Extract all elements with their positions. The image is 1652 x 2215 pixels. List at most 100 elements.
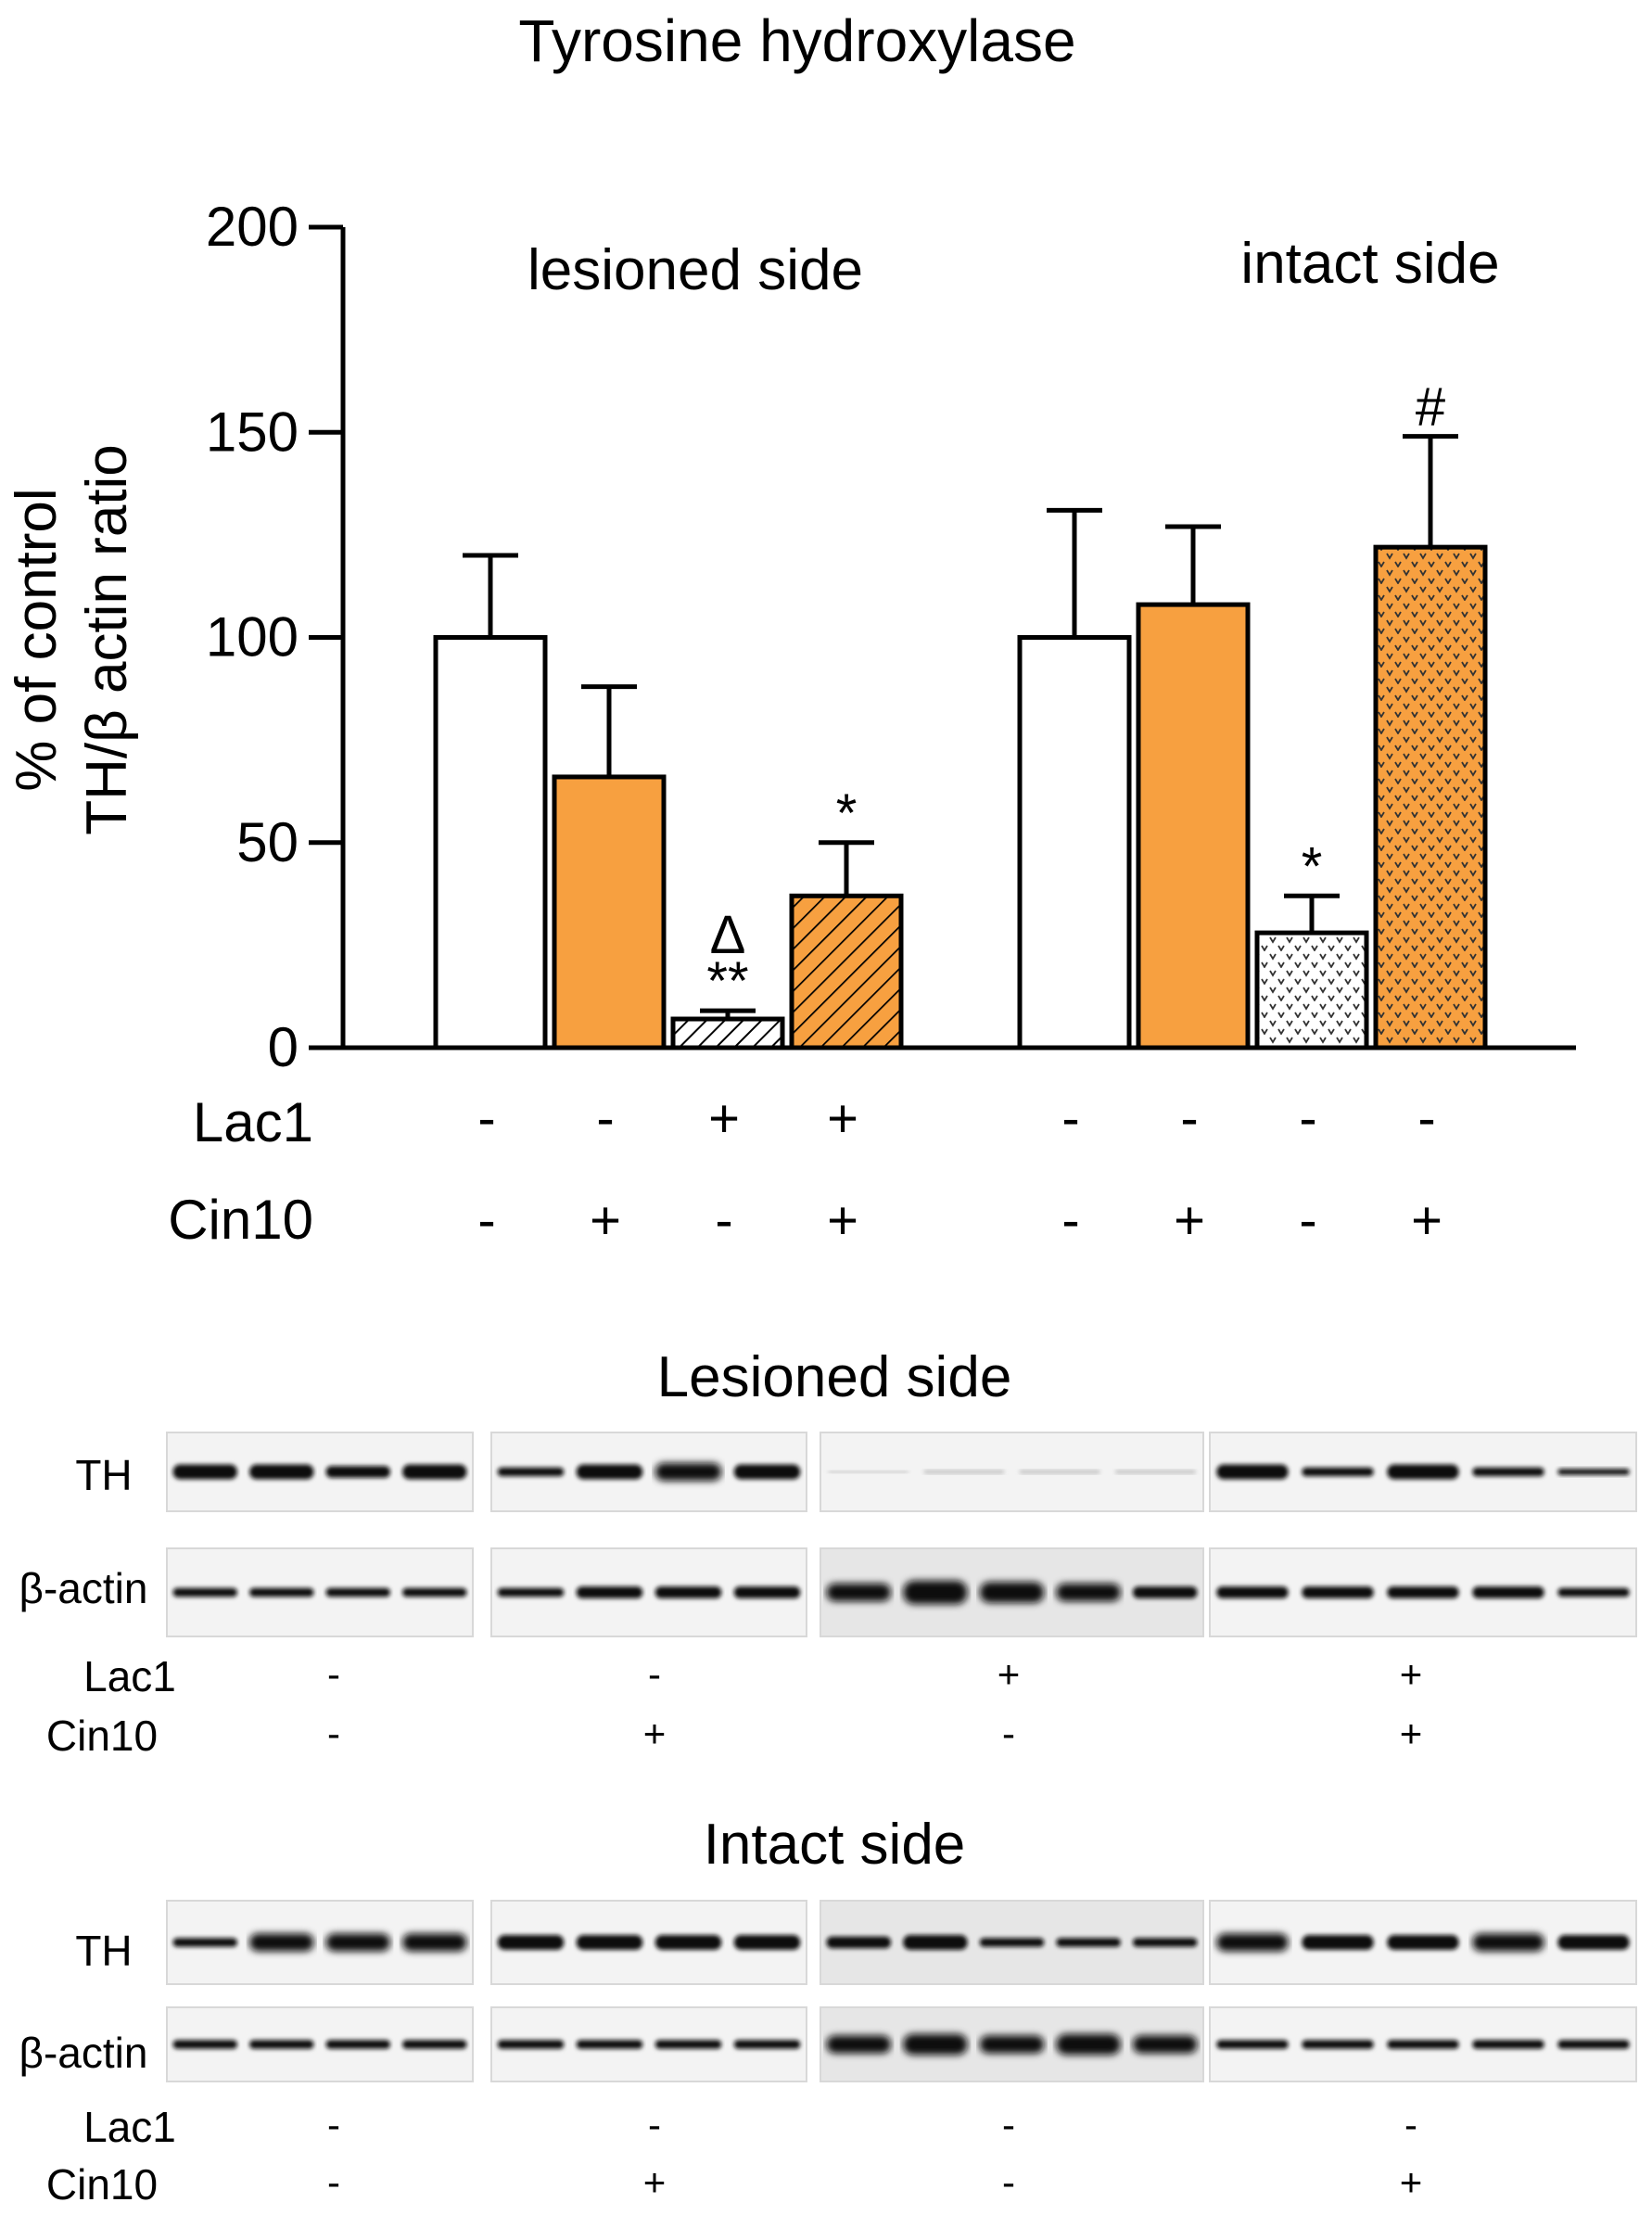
blot-band xyxy=(1115,1470,1196,1474)
blot-band xyxy=(979,2035,1045,2054)
blot-band xyxy=(654,1462,722,1482)
blot-band xyxy=(249,2040,314,2049)
blot-row-label: TH xyxy=(75,1927,132,1975)
blot-band xyxy=(1216,1586,1289,1598)
group-label-intact: intact side xyxy=(1240,232,1499,296)
blot-band xyxy=(1302,1935,1374,1950)
bar xyxy=(433,635,548,1050)
blot-band xyxy=(325,1587,390,1598)
blot-band xyxy=(1472,1586,1544,1598)
blot-band xyxy=(1056,1583,1121,1602)
blot-lac1-sign: - xyxy=(327,1652,340,1696)
y-tick-label: 100 xyxy=(206,606,299,668)
cin10-sign: - xyxy=(715,1190,732,1251)
y-tick-label: 50 xyxy=(236,811,299,873)
blot-band xyxy=(1216,1933,1289,1952)
blot-band xyxy=(1133,1938,1198,1947)
lac1-sign: - xyxy=(1180,1088,1198,1149)
blot-band xyxy=(576,1464,643,1480)
cin10-sign: + xyxy=(827,1190,858,1251)
blot-band xyxy=(826,1583,891,1602)
blot-cin10-sign: + xyxy=(643,1712,667,1755)
cin10-sign: + xyxy=(590,1190,621,1251)
blot-cin10-sign: - xyxy=(327,1712,340,1755)
blot-band xyxy=(325,1933,390,1952)
blot-band xyxy=(172,2040,237,2049)
blot-band xyxy=(1387,1586,1459,1598)
blot-band xyxy=(1472,1933,1544,1952)
significance-mark: # xyxy=(1416,377,1445,438)
blot-band xyxy=(1019,1470,1100,1474)
blot-band xyxy=(654,1586,722,1598)
blot-band xyxy=(402,2040,467,2049)
blot-cin10-sign: - xyxy=(1002,2160,1015,2204)
bar xyxy=(1017,635,1132,1050)
blot-band xyxy=(1216,1464,1289,1480)
cin10-sign: - xyxy=(1299,1190,1316,1251)
blot-lac1-sign: + xyxy=(1400,1652,1423,1696)
bar xyxy=(670,1016,785,1050)
group-label-lesioned: lesioned side xyxy=(527,238,863,302)
blot-cin10-label: Cin10 xyxy=(46,1712,158,1760)
blot-band xyxy=(325,1466,390,1478)
row-label-cin10: Cin10 xyxy=(168,1189,313,1251)
blot-lac1-sign: - xyxy=(648,1652,661,1696)
blot-band xyxy=(654,2040,722,2049)
lac1-sign: + xyxy=(708,1088,740,1149)
significance-mark: ** xyxy=(706,951,748,1012)
blot-band xyxy=(576,2040,643,2049)
lac1-sign: - xyxy=(477,1088,495,1149)
blot-band xyxy=(172,1464,237,1480)
blot-band xyxy=(497,1467,565,1477)
blot-band xyxy=(826,1936,891,1949)
blot-band xyxy=(979,1938,1045,1947)
blot-band xyxy=(733,2040,801,2049)
chart-title: Tyrosine hydroxylase xyxy=(518,7,1075,74)
blot-band xyxy=(903,1935,968,1950)
blot-band xyxy=(325,2040,390,2049)
blot-lac1-label: Lac1 xyxy=(83,1652,176,1700)
bar xyxy=(552,774,667,1050)
blot-band xyxy=(1557,1935,1630,1950)
blot-title: Intact side xyxy=(704,1813,966,1877)
blot-row-label: TH xyxy=(75,1451,132,1499)
blot-band xyxy=(576,1586,643,1598)
blot-lac1-sign: - xyxy=(327,2103,340,2146)
cin10-sign: + xyxy=(1411,1190,1442,1251)
significance-mark: * xyxy=(836,783,858,844)
bar xyxy=(789,893,904,1050)
blot-band xyxy=(1133,2035,1198,2054)
blot-band xyxy=(1557,1587,1630,1598)
western-blots: Lesioned side TH β-actin Lac1 Cin10 - - + + - + - + I… xyxy=(19,1345,1637,2209)
lac1-sign: - xyxy=(1299,1088,1316,1149)
blot-lac1-sign: - xyxy=(648,2103,661,2146)
blot-band xyxy=(903,2033,968,2056)
blot-band xyxy=(576,1935,643,1950)
row-label-lac1: Lac1 xyxy=(193,1091,313,1153)
blot-band xyxy=(497,1935,565,1950)
blot-cin10-sign: + xyxy=(1400,2160,1423,2204)
bars: **Δ**# xyxy=(433,377,1488,1050)
blot-cin10-sign: + xyxy=(1400,1712,1423,1755)
blot-lac1-sign: - xyxy=(1002,2103,1015,2146)
blot-row-label: β-actin xyxy=(19,1564,148,1612)
cin10-sign: - xyxy=(477,1190,495,1251)
blot-lac1-sign: + xyxy=(998,1652,1021,1696)
blot-band xyxy=(1056,1938,1121,1947)
lac1-sign: - xyxy=(1061,1088,1079,1149)
blot-band xyxy=(1133,1586,1198,1598)
blot-band xyxy=(1557,2040,1630,2049)
blot-title: Lesioned side xyxy=(657,1345,1012,1409)
blot-band xyxy=(497,1587,565,1598)
blot-cin10-sign: - xyxy=(1002,1712,1015,1755)
lac1-sign: + xyxy=(827,1088,858,1149)
y-tick-label: 0 xyxy=(268,1016,299,1078)
blot-band xyxy=(1387,2040,1459,2049)
blot-band xyxy=(1302,1586,1374,1598)
bar xyxy=(1373,544,1488,1050)
blot-band xyxy=(903,1580,968,1605)
blot-lac1-sign: - xyxy=(1404,2103,1417,2146)
blot-band xyxy=(249,1587,314,1598)
blot-band xyxy=(402,1933,467,1952)
y-tick-label: 150 xyxy=(206,401,299,463)
